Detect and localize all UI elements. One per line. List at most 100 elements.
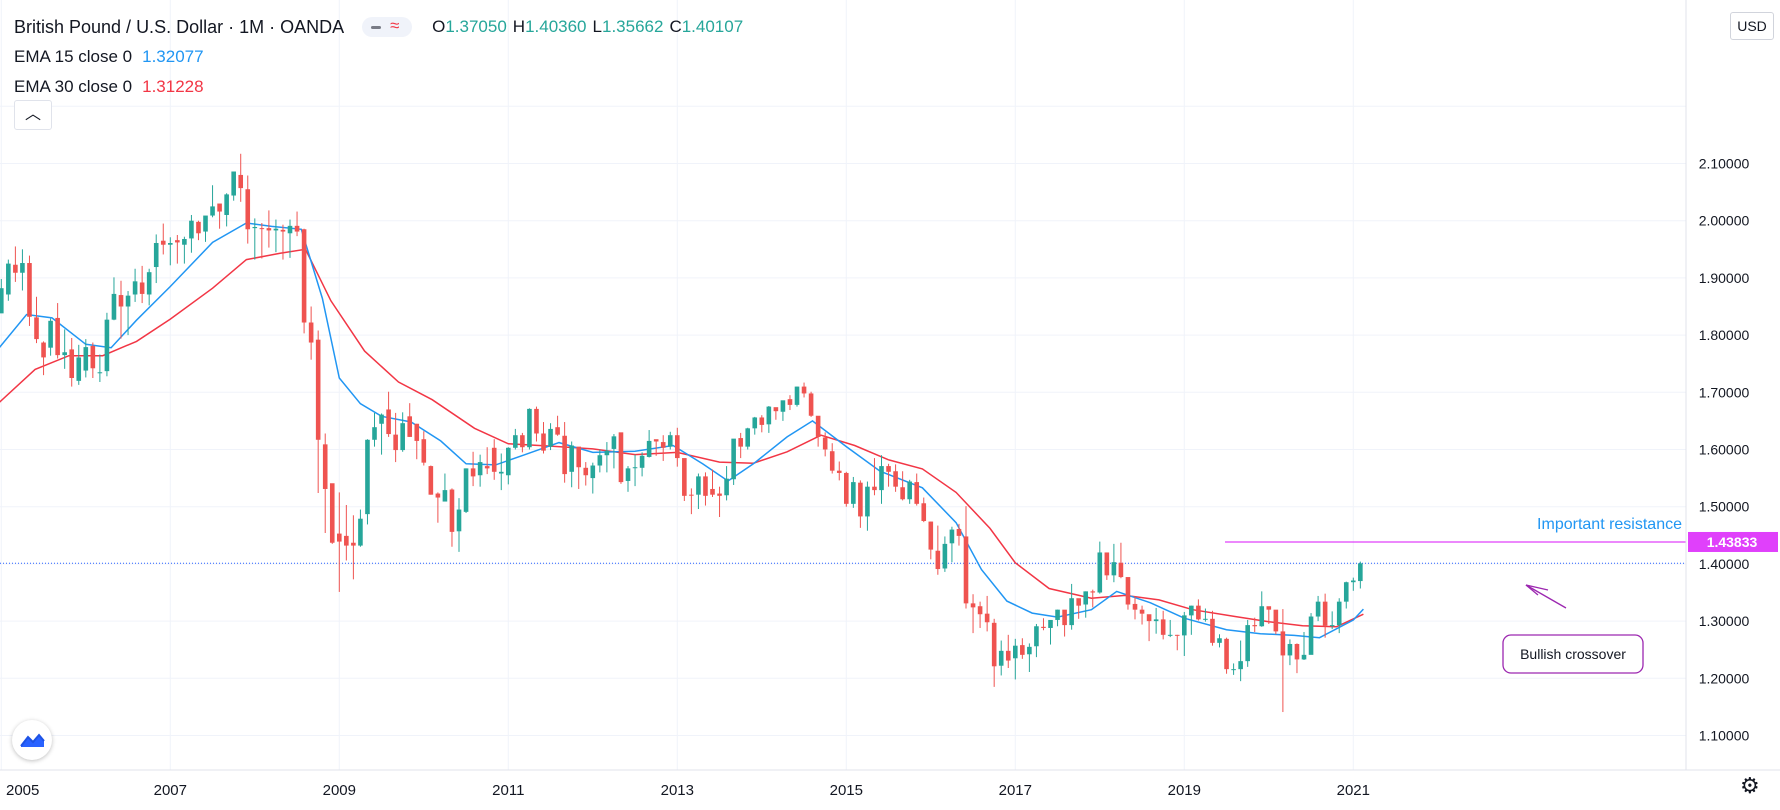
candle	[1210, 610, 1215, 646]
candle-body	[379, 414, 384, 424]
candle-body	[1358, 563, 1363, 582]
indicator-ema15[interactable]: EMA 15 close 0 1.32077	[14, 42, 743, 72]
price-tick-label: 1.40000	[1699, 556, 1750, 572]
candle	[1174, 634, 1180, 651]
candle-body	[618, 432, 624, 483]
candle	[1125, 577, 1131, 610]
candle	[83, 339, 89, 378]
candle	[1336, 598, 1342, 634]
candle-body	[0, 288, 4, 314]
crossover-label: Bullish crossover	[1520, 646, 1626, 662]
candle	[541, 422, 546, 454]
candle	[766, 406, 772, 433]
candle	[69, 337, 75, 387]
compare-pill[interactable]: ≈	[362, 16, 413, 37]
candle	[1076, 598, 1081, 619]
candle-body	[294, 225, 300, 232]
candle-body	[6, 263, 11, 295]
candle	[1301, 631, 1307, 660]
candle-body	[1139, 609, 1145, 614]
symbol-title[interactable]: British Pound / U.S. Dollar · 1M · OANDA	[14, 16, 345, 37]
candle	[189, 214, 194, 253]
candle	[1217, 634, 1222, 648]
candle-body	[752, 417, 758, 429]
candle	[34, 296, 39, 344]
candle	[294, 211, 300, 237]
candle-body	[759, 417, 765, 425]
candle-body	[1160, 619, 1166, 635]
gear-icon[interactable]: ⚙	[1740, 773, 1760, 798]
candle	[1238, 640, 1243, 682]
price-tick-label: 1.50000	[1699, 499, 1750, 515]
candle-body	[90, 345, 96, 369]
candle-body	[125, 295, 131, 307]
time-tick-label: 2011	[492, 782, 524, 799]
candle-body	[1076, 598, 1081, 606]
candle	[393, 412, 398, 463]
candle	[738, 432, 743, 459]
candle-body	[836, 470, 842, 473]
time-axis[interactable]: 2005 2007 2009 2011 2013 2015 2017 2019 2021	[0, 769, 1780, 810]
tradingview-logo-button[interactable]	[12, 720, 52, 760]
candle	[724, 466, 729, 501]
candle	[900, 471, 905, 501]
candle	[689, 488, 694, 515]
candle-body	[597, 455, 603, 466]
candle	[351, 515, 356, 580]
candle-body	[914, 482, 920, 504]
candle	[1189, 605, 1194, 635]
candle	[879, 455, 884, 504]
candle-body	[301, 229, 307, 323]
candle	[210, 185, 215, 218]
price-tick-label: 1.90000	[1699, 270, 1750, 286]
candle	[1139, 605, 1145, 625]
legend-title-row: British Pound / U.S. Dollar · 1M · OANDA…	[14, 12, 743, 42]
candle-body	[555, 427, 560, 435]
price-tick-label: 2.00000	[1699, 213, 1750, 229]
candle-body	[1259, 606, 1265, 627]
candle-body	[893, 471, 898, 487]
candle-body	[1308, 616, 1314, 655]
candle-body	[879, 466, 884, 491]
candle-body	[189, 220, 194, 239]
candle	[1132, 596, 1138, 620]
candle	[865, 481, 870, 531]
candle-body	[998, 650, 1004, 666]
ohlc-close-value: 1.40107	[681, 17, 744, 36]
candle	[435, 492, 441, 523]
price-tick-label: 1.10000	[1699, 728, 1750, 744]
candle	[456, 498, 462, 552]
time-tick-label: 2021	[1337, 782, 1370, 799]
candle-body	[252, 226, 258, 229]
candle-body	[858, 482, 863, 517]
currency-button[interactable]: USD	[1730, 12, 1774, 40]
candle-body	[1322, 601, 1328, 626]
candle-body	[287, 225, 293, 234]
candle-body	[822, 437, 828, 450]
candle	[0, 279, 4, 314]
candle-body	[266, 228, 272, 231]
candle-body	[414, 423, 420, 441]
collapse-legend-button[interactable]: ︿	[14, 100, 52, 130]
candle	[329, 483, 335, 544]
resistance-price-tag	[1688, 531, 1778, 552]
candle	[400, 412, 405, 452]
ohlc-open-key: O	[432, 17, 446, 36]
candle	[548, 423, 553, 451]
candle-body	[527, 408, 532, 448]
candle	[231, 171, 236, 201]
chevron-up-icon: ︿	[24, 106, 41, 123]
candle-body	[329, 483, 335, 543]
candle	[449, 488, 455, 547]
candle-body	[675, 435, 680, 459]
candle-body	[1294, 643, 1300, 660]
candle	[773, 407, 779, 420]
candle	[611, 434, 617, 469]
indicator-ema30[interactable]: EMA 30 close 0 1.31228	[14, 72, 743, 102]
candle-body	[590, 465, 596, 479]
price-axis[interactable]: 2.10000 2.00000 1.90000 1.80000 1.70000 1.600…	[1685, 0, 1780, 770]
ema30-layer	[0, 248, 1364, 628]
candle-body	[76, 357, 82, 381]
